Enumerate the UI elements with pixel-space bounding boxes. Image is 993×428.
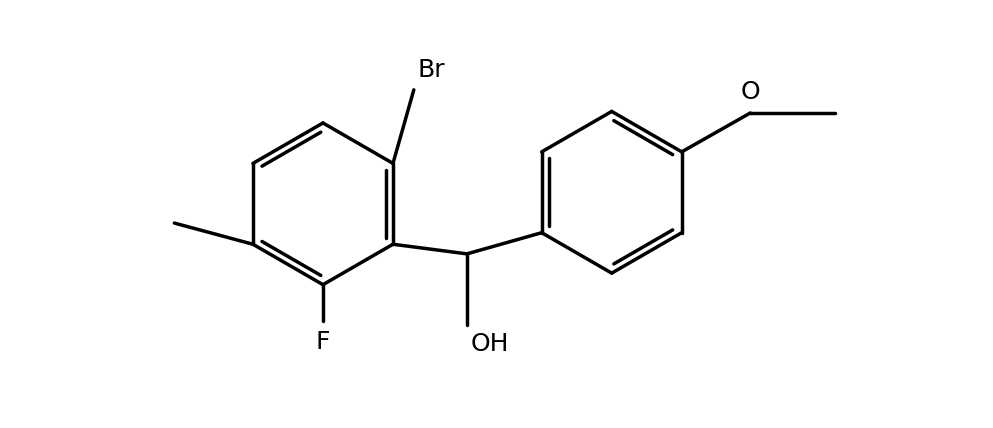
Text: F: F <box>316 330 331 354</box>
Text: O: O <box>741 80 760 104</box>
Text: Br: Br <box>418 58 445 82</box>
Text: OH: OH <box>471 332 509 356</box>
